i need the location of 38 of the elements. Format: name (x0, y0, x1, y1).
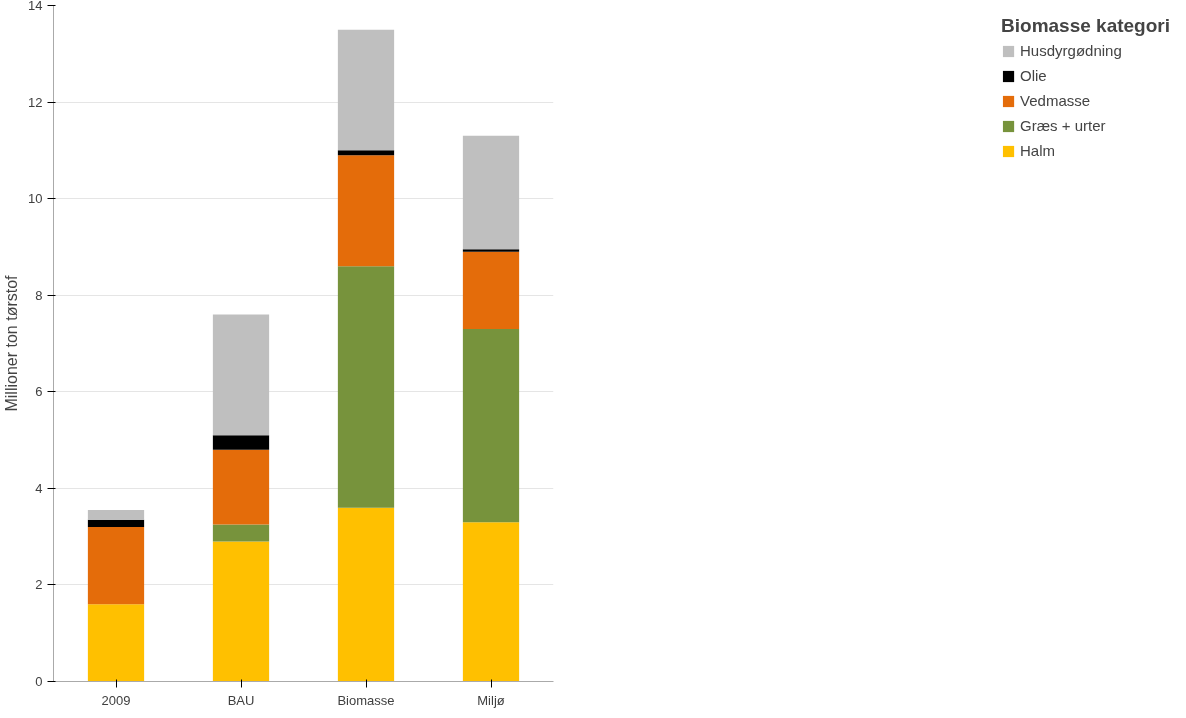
legend-label: Olie (1020, 67, 1047, 84)
bar (337, 266, 395, 508)
y-tick-label: 4 (35, 480, 43, 496)
bar (462, 135, 520, 250)
bar (337, 507, 395, 682)
bar (462, 251, 520, 330)
bar (212, 435, 270, 450)
bar (462, 249, 520, 252)
y-tick-label: 10 (28, 191, 43, 207)
bar (337, 29, 395, 151)
bar (212, 449, 270, 525)
legend-title: Biomasse kategori (1001, 15, 1170, 37)
x-tick-label: 2009 (101, 692, 131, 708)
legend-label: Halm (1020, 142, 1056, 159)
bar (462, 329, 520, 523)
legend-label: Græs + urter (1020, 117, 1106, 134)
y-tick-label: 12 (28, 94, 43, 110)
y-tick-label: 0 (35, 674, 43, 689)
bar (462, 522, 520, 682)
y-tick-label: 14 (28, 0, 43, 13)
x-tick-label: Biomasse (337, 692, 395, 708)
bar (337, 150, 395, 156)
y-tick-label: 6 (35, 384, 43, 400)
legend-label: Vedmasse (1020, 92, 1091, 109)
bar (212, 314, 270, 436)
y-axis-title: Millioner ton tørstof (3, 274, 21, 412)
legend-label: Husdyrgødning (1020, 42, 1122, 59)
bar (212, 524, 270, 542)
bar (87, 510, 145, 520)
bar (87, 604, 145, 682)
bar (87, 519, 145, 527)
y-tick-label: 8 (35, 287, 43, 303)
y-tick-label: 2 (35, 577, 43, 593)
bar (212, 541, 270, 682)
bar (87, 526, 145, 605)
x-tick-label: BAU (227, 692, 255, 708)
bar (337, 155, 395, 267)
x-tick-label: Miljø (477, 692, 505, 708)
